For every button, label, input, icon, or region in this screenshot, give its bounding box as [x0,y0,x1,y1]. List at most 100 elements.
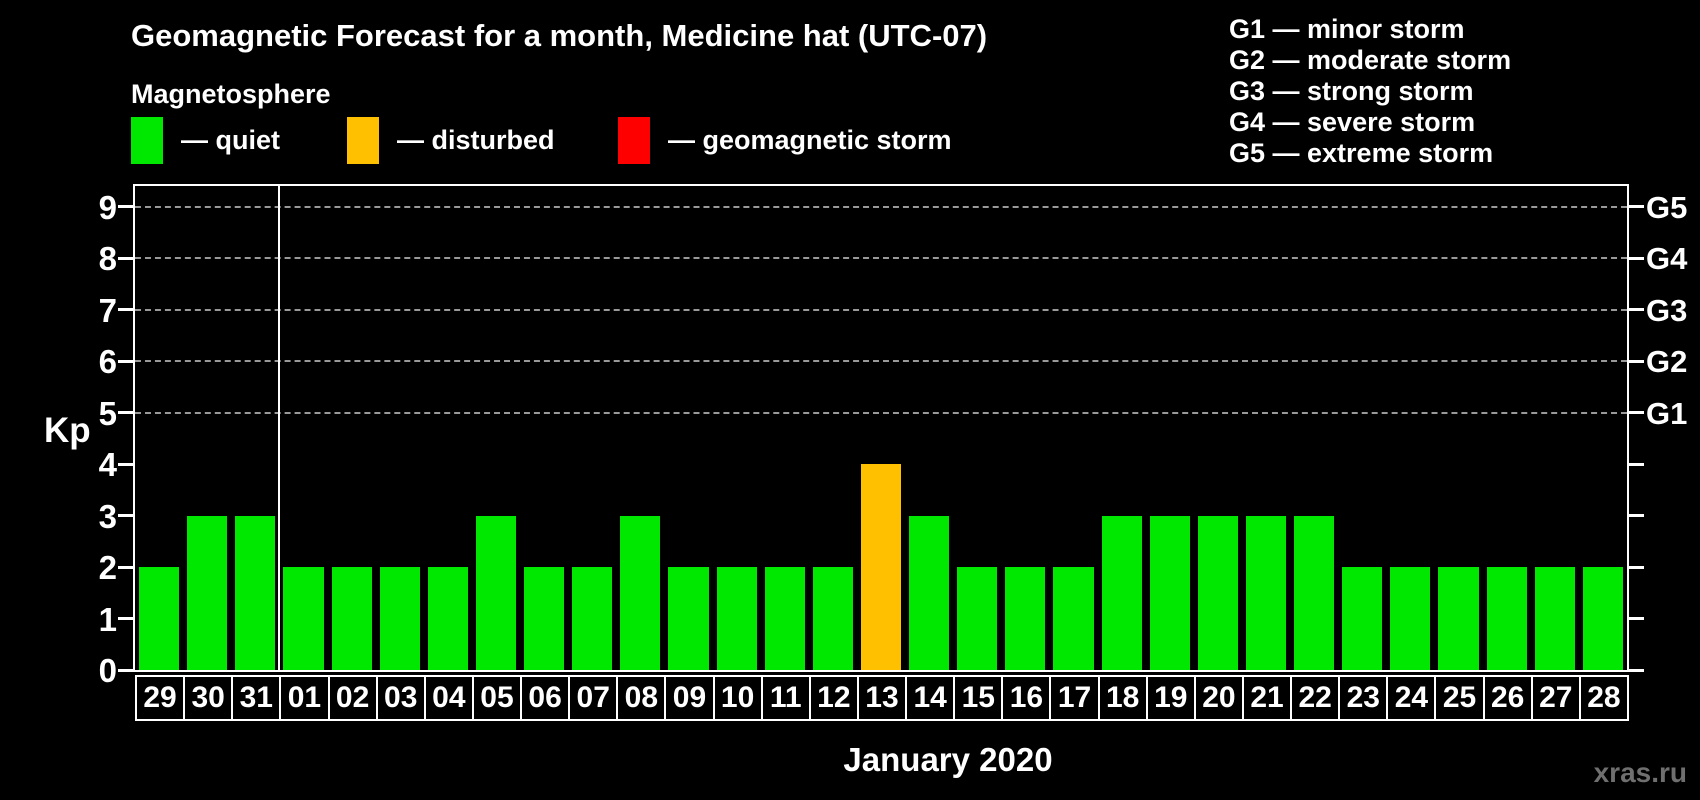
g-scale-legend: G1 — minor storm G2 — moderate storm G3 … [1229,14,1511,169]
bar-day-16 [1005,567,1046,670]
g-level-label-G1: G1 [1646,395,1688,431]
y-axis-label-7: 7 [98,291,117,329]
x-day-label-11: 11 [760,675,809,721]
bar-day-31 [235,515,276,670]
bar-day-19 [1149,515,1190,670]
x-day-label-06: 06 [520,675,569,721]
x-day-label-15: 15 [953,675,1002,721]
y-tick-right-7 [1629,308,1644,311]
plot-area: 0 1 2 3 4 5 6 7 8 9 G1 G2 G3 G4 G5 29 30 31 01 02 03 04 05 06 07… [99,184,1687,721]
x-day-label-02: 02 [327,675,376,721]
geomagnetic-storm-label: — geomagnetic storm [668,125,952,155]
bar-day-15 [957,567,998,670]
chart-title: Geomagnetic Forecast for a month, Medici… [131,18,988,53]
gridline-kp-8 [135,257,1627,259]
bar-day-24 [1390,567,1431,670]
bar-day-20 [1197,515,1238,670]
g-level-label-G4: G4 [1646,241,1688,276]
x-day-label-03: 03 [375,675,424,721]
x-day-label-20: 20 [1193,675,1242,721]
bar-day-26 [1486,567,1527,670]
g5-legend-line: G5 — extreme storm [1229,138,1494,168]
bar-day-07 [572,567,613,670]
x-day-label-09: 09 [664,675,713,721]
y-tick-left-0 [118,668,133,672]
y-tick-right-5 [1629,411,1644,414]
bar-day-30 [187,515,228,670]
bar-day-21 [1245,515,1287,670]
y-tick-left-4 [118,462,133,466]
gridline-kp-5 [135,411,1627,414]
x-day-label-10: 10 [712,675,761,721]
month-separator-line [278,186,281,670]
bar-day-04 [427,567,468,670]
legend-item-disturbed: — disturbed [347,117,555,164]
y-axis-label-1: 1 [98,600,117,638]
watermark: xras.ru [1593,757,1687,788]
y-tick-right-2 [1629,565,1644,569]
y-tick-right-8 [1629,256,1644,260]
bar-day-13 [860,464,902,670]
quiet-label: — quiet [181,125,280,155]
y-tick-left-3 [118,514,133,517]
x-day-label-29: 29 [135,675,184,721]
y-axis-title: Kp [44,411,91,450]
g3-legend-line: G3 — strong storm [1229,76,1474,106]
y-tick-left-6 [118,359,133,363]
y-axis-label-5: 5 [98,394,117,432]
bar-day-29 [139,567,180,670]
gridline-kp-7 [135,308,1627,311]
x-day-label-01: 01 [279,675,328,721]
bar-day-23 [1342,567,1383,670]
geomagnetic-storm-color-swatch [618,117,650,164]
y-axis-label-4: 4 [98,446,117,483]
disturbed-color-swatch [347,117,379,164]
g-level-label-G2: G2 [1646,344,1688,379]
bar-day-10 [716,567,757,670]
y-tick-right-1 [1629,617,1644,620]
quiet-color-swatch [131,117,163,164]
g1-legend-line: G1 — minor storm [1229,14,1465,44]
x-day-label-04: 04 [423,675,472,721]
x-day-label-25: 25 [1434,675,1483,721]
y-tick-right-0 [1629,668,1644,672]
x-day-label-30: 30 [183,675,232,721]
x-day-label-24: 24 [1386,675,1435,721]
x-day-label-27: 27 [1530,675,1579,721]
x-day-label-05: 05 [471,675,521,721]
y-axis-label-0: 0 [98,652,117,689]
y-tick-right-6 [1629,359,1644,363]
bar-day-05 [475,515,517,670]
y-tick-left-2 [118,565,133,569]
x-axis-title: January 2020 [843,741,1053,778]
gridline-kp-6 [135,360,1627,362]
bar-day-03 [379,567,420,670]
y-axis-label-3: 3 [98,497,117,535]
legend-item-geomagnetic-storm: — geomagnetic storm [618,117,952,164]
y-axis-label-6: 6 [98,343,117,380]
x-day-label-08: 08 [616,675,665,721]
bar-day-27 [1534,567,1575,670]
x-day-label-23: 23 [1338,675,1387,721]
x-day-label-18: 18 [1097,675,1146,721]
bar-day-12 [812,567,853,670]
y-tick-left-8 [118,256,133,260]
bar-day-11 [764,567,805,670]
g-level-label-G3: G3 [1646,292,1688,328]
y-tick-left-5 [118,411,133,414]
gridline-kp-9 [135,205,1627,208]
bar-day-09 [668,567,709,670]
y-tick-right-9 [1629,205,1644,208]
bar-day-22 [1294,515,1335,670]
y-tick-right-3 [1629,514,1644,517]
y-axis-label-8: 8 [98,240,117,277]
bar-day-14 [909,515,950,670]
bar-day-02 [331,567,372,670]
y-axis-label-9: 9 [98,188,117,226]
x-day-label-07: 07 [568,675,617,721]
x-day-label-17: 17 [1049,675,1098,721]
bar-day-18 [1101,515,1142,670]
x-day-label-14: 14 [905,675,954,721]
x-day-label-13: 13 [856,675,906,721]
